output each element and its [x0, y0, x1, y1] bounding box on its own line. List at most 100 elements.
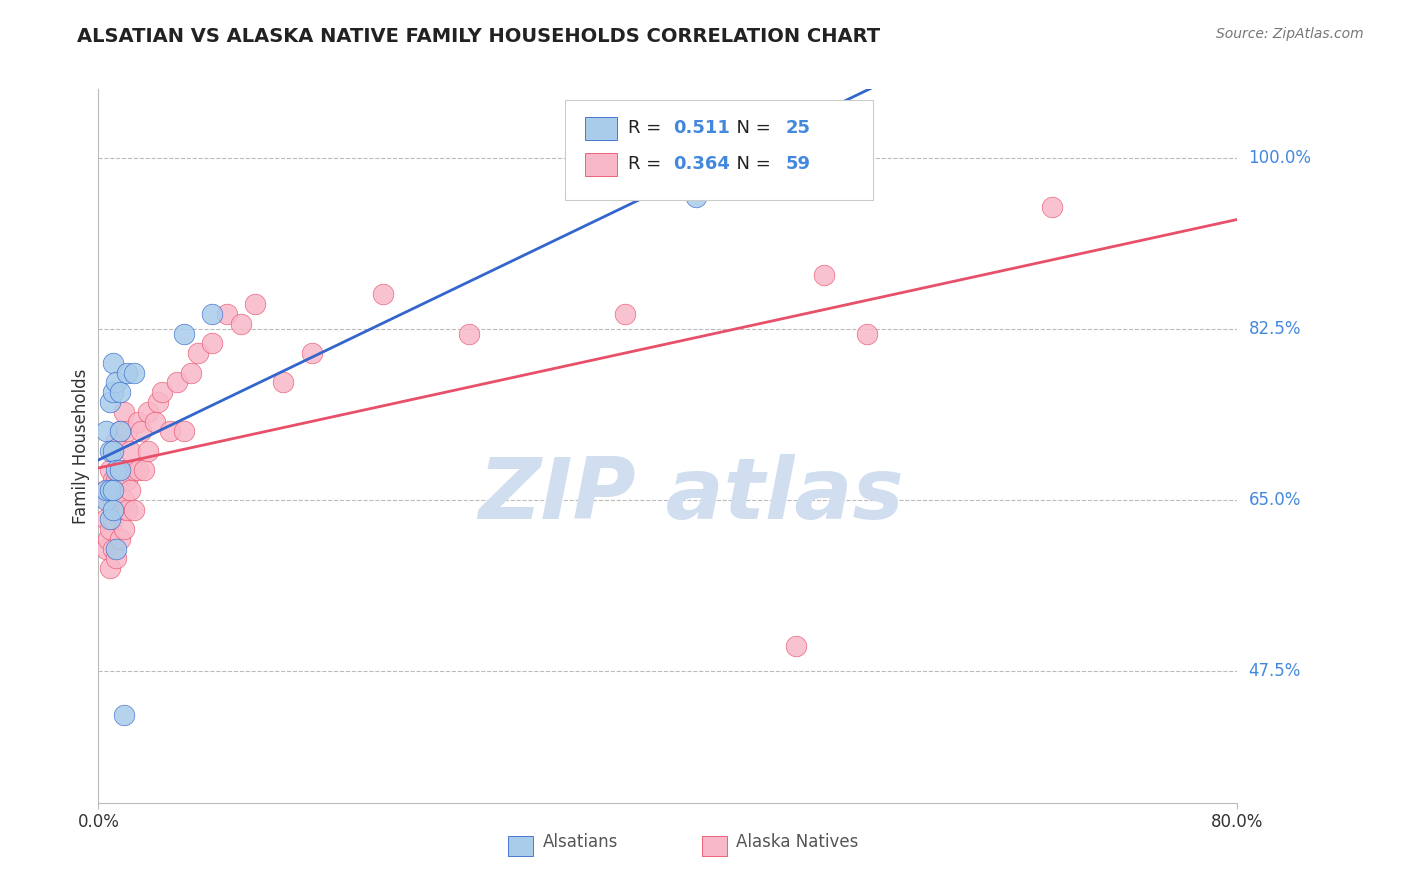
- Point: [115, 425, 138, 439]
- Text: 0.511: 0.511: [673, 120, 731, 137]
- Point: [273, 376, 295, 390]
- Point: [101, 492, 124, 507]
- Point: [127, 415, 149, 429]
- Point: [201, 336, 224, 351]
- Text: R =: R =: [628, 155, 666, 173]
- Text: ALSATIAN VS ALASKA NATIVE FAMILY HOUSEHOLDS CORRELATION CHART: ALSATIAN VS ALASKA NATIVE FAMILY HOUSEHO…: [77, 27, 880, 45]
- Point: [118, 443, 141, 458]
- Text: 59: 59: [785, 155, 810, 173]
- Point: [112, 522, 135, 536]
- Point: [115, 366, 138, 380]
- Point: [108, 385, 131, 400]
- Point: [118, 483, 141, 497]
- Point: [98, 561, 121, 575]
- Point: [101, 512, 124, 526]
- Point: [101, 541, 124, 556]
- Point: [94, 425, 117, 439]
- Point: [152, 385, 174, 400]
- Point: [108, 532, 131, 546]
- FancyBboxPatch shape: [702, 837, 727, 856]
- Point: [129, 425, 152, 439]
- Point: [148, 395, 170, 409]
- Text: 25: 25: [785, 120, 810, 137]
- Point: [101, 356, 124, 370]
- Point: [108, 425, 131, 439]
- Point: [94, 483, 117, 497]
- Point: [98, 512, 121, 526]
- Text: Source: ZipAtlas.com: Source: ZipAtlas.com: [1216, 27, 1364, 41]
- Point: [101, 502, 124, 516]
- Point: [122, 502, 145, 516]
- Text: Alsatians: Alsatians: [543, 833, 619, 851]
- Text: 0.364: 0.364: [673, 155, 731, 173]
- Point: [98, 522, 121, 536]
- Point: [108, 463, 131, 477]
- Y-axis label: Family Households: Family Households: [72, 368, 90, 524]
- Text: 100.0%: 100.0%: [1249, 149, 1312, 167]
- Point: [145, 415, 167, 429]
- Point: [856, 326, 879, 341]
- Point: [104, 541, 127, 556]
- Text: 47.5%: 47.5%: [1249, 662, 1301, 680]
- Point: [127, 463, 149, 477]
- Point: [98, 483, 121, 497]
- Point: [785, 640, 807, 654]
- Point: [94, 483, 117, 497]
- Point: [94, 492, 117, 507]
- Text: N =: N =: [725, 155, 770, 173]
- Point: [112, 405, 135, 419]
- Point: [115, 473, 138, 487]
- Point: [104, 434, 127, 449]
- Point: [104, 463, 127, 477]
- Point: [104, 473, 127, 487]
- Point: [373, 287, 395, 301]
- Text: ZIP atlas: ZIP atlas: [478, 454, 904, 538]
- Point: [301, 346, 323, 360]
- Text: 82.5%: 82.5%: [1249, 319, 1301, 338]
- Point: [108, 425, 131, 439]
- Point: [685, 190, 707, 204]
- Point: [457, 326, 479, 341]
- Point: [101, 443, 124, 458]
- Point: [108, 502, 131, 516]
- Point: [101, 473, 124, 487]
- Point: [112, 707, 135, 722]
- Text: 65.0%: 65.0%: [1249, 491, 1301, 508]
- Point: [614, 307, 637, 321]
- Point: [104, 502, 127, 516]
- Point: [173, 326, 195, 341]
- Point: [112, 463, 135, 477]
- FancyBboxPatch shape: [585, 153, 617, 176]
- Point: [187, 346, 209, 360]
- Text: Alaska Natives: Alaska Natives: [737, 833, 859, 851]
- Point: [136, 405, 159, 419]
- FancyBboxPatch shape: [509, 837, 533, 856]
- Point: [94, 541, 117, 556]
- Point: [136, 443, 159, 458]
- Point: [101, 385, 124, 400]
- Point: [699, 161, 721, 175]
- Point: [98, 395, 121, 409]
- Point: [1040, 200, 1063, 214]
- FancyBboxPatch shape: [565, 100, 873, 200]
- Point: [101, 443, 124, 458]
- Point: [132, 463, 155, 477]
- Point: [201, 307, 224, 321]
- Point: [98, 443, 121, 458]
- Point: [122, 366, 145, 380]
- Point: [813, 268, 835, 282]
- Point: [97, 532, 120, 546]
- Point: [104, 376, 127, 390]
- Point: [97, 492, 120, 507]
- Point: [104, 551, 127, 566]
- Point: [180, 366, 202, 380]
- Point: [215, 307, 238, 321]
- Point: [166, 376, 188, 390]
- Point: [159, 425, 181, 439]
- Point: [122, 463, 145, 477]
- FancyBboxPatch shape: [585, 117, 617, 140]
- Point: [101, 483, 124, 497]
- Point: [115, 502, 138, 516]
- Point: [173, 425, 195, 439]
- Point: [112, 492, 135, 507]
